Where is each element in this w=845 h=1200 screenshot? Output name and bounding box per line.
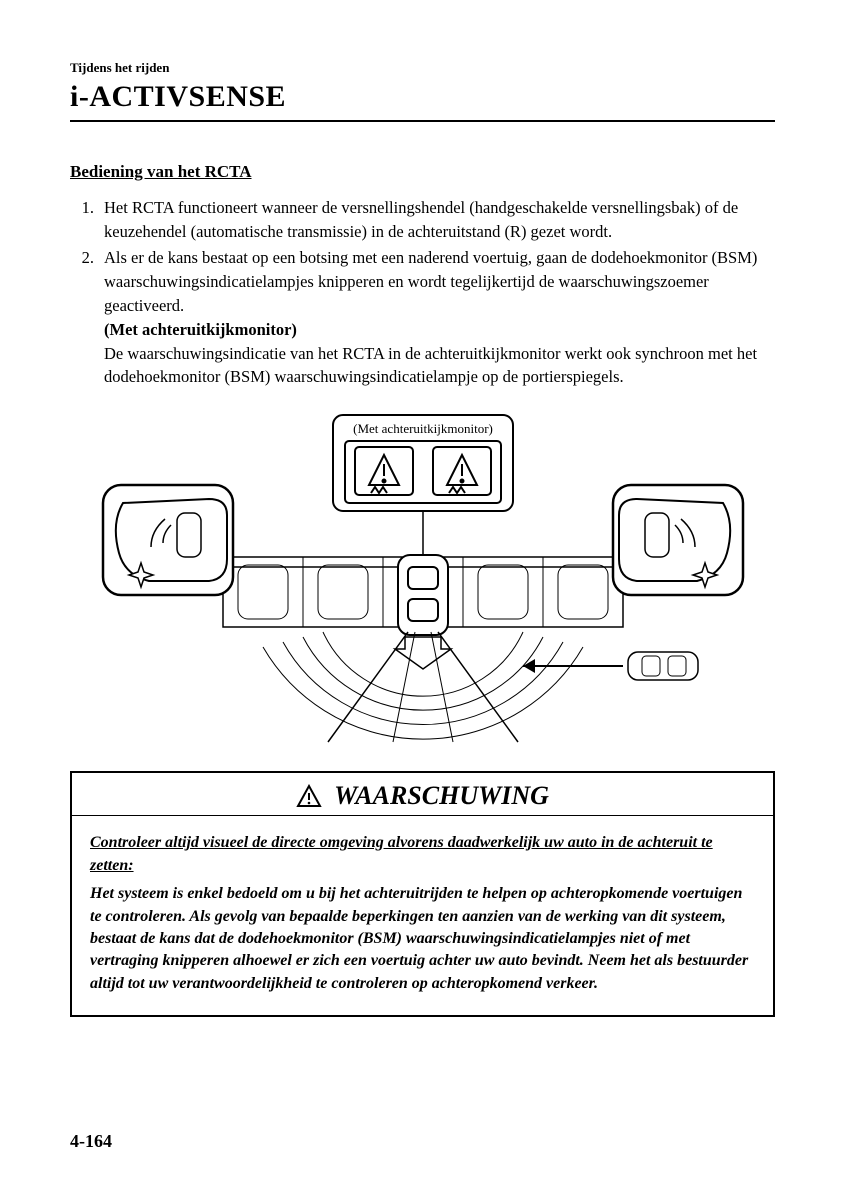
list-item: 2. Als er de kans bestaat op een botsing…: [94, 246, 775, 390]
list-text: Het RCTA functioneert wanneer de versnel…: [104, 198, 738, 241]
list-sub-text: De waarschuwingsindicatie van het RCTA i…: [104, 344, 757, 387]
list-text: Als er de kans bestaat op een botsing me…: [104, 248, 757, 315]
list-number: 1.: [70, 196, 94, 220]
title-rule: [70, 120, 775, 122]
monitor-label: (Met achteruitkijkmonitor): [353, 421, 493, 436]
list-number: 2.: [70, 246, 94, 270]
breadcrumb: Tijdens het rijden: [70, 60, 775, 76]
list-item: 1. Het RCTA functioneert wanneer de vers…: [94, 196, 775, 244]
warning-body: Controleer altijd visueel de directe omg…: [72, 816, 773, 1015]
warning-text: Het systeem is enkel bedoeld om u bij he…: [90, 883, 755, 995]
page-title: i-ACTIVSENSE: [70, 80, 775, 114]
warning-lead: Controleer altijd visueel de directe omg…: [90, 832, 755, 877]
warning-icon: [296, 784, 322, 808]
warning-box: WAARSCHUWING Controleer altijd visueel d…: [70, 771, 775, 1017]
list-sub-bold: (Met achteruitkijkmonitor): [104, 320, 297, 339]
rcta-diagram: (Met achteruitkijkmonitor): [70, 407, 775, 747]
instruction-list: 1. Het RCTA functioneert wanneer de vers…: [70, 196, 775, 389]
section-heading: Bediening van het RCTA: [70, 162, 775, 182]
warning-header: WAARSCHUWING: [72, 773, 773, 816]
diagram-svg: (Met achteruitkijkmonitor): [93, 407, 753, 747]
page-number: 4-164: [70, 1131, 112, 1152]
warning-title: WAARSCHUWING: [334, 781, 549, 811]
